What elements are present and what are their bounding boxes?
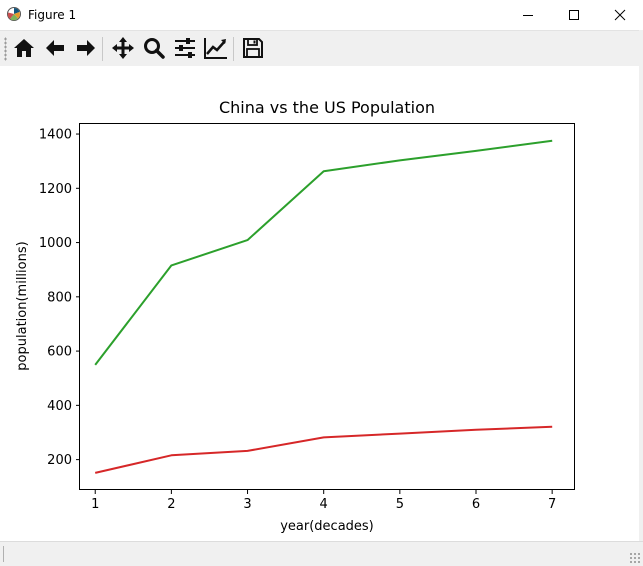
- toolbar-separator: [102, 37, 103, 61]
- maximize-icon: [569, 10, 579, 20]
- y-tick-label: 800: [47, 290, 72, 305]
- forward-button[interactable]: [72, 34, 99, 62]
- configure-subplots-button[interactable]: [171, 34, 198, 62]
- close-icon: [614, 9, 626, 21]
- toolbar-grip[interactable]: [4, 37, 7, 61]
- arrow-left-icon: [45, 40, 64, 56]
- line-chart: China vs the US Population 1 2 3 4 5 6 7 200 40…: [15, 98, 575, 534]
- x-tick-label: 6: [472, 497, 480, 512]
- x-axis: 1 2 3 4 5 6 7: [91, 490, 556, 512]
- chart-title: China vs the US Population: [219, 98, 435, 117]
- y-tick-label: 1000: [39, 236, 72, 251]
- x-tick-label: 5: [396, 497, 404, 512]
- sliders-icon: [174, 38, 195, 58]
- back-button[interactable]: [41, 34, 68, 62]
- minimize-button[interactable]: [505, 0, 551, 30]
- window-title: Figure 1: [28, 8, 77, 22]
- status-bar-grip: [3, 546, 6, 562]
- x-tick-label: 4: [320, 497, 328, 512]
- floppy-disk-icon: [242, 38, 263, 58]
- resize-grip[interactable]: [629, 552, 641, 564]
- minimize-icon: [523, 15, 533, 16]
- close-button[interactable]: [597, 0, 643, 30]
- y-axis-label: population(millions): [15, 241, 30, 370]
- edit-axis-button[interactable]: [202, 34, 229, 62]
- series-layer: [94, 139, 553, 474]
- save-button[interactable]: [239, 34, 266, 62]
- magnifier-icon: [143, 38, 165, 59]
- home-button[interactable]: [10, 34, 37, 62]
- line-chart-icon: [203, 38, 227, 59]
- y-axis: 200 400 600 800 1000 1200 1400: [39, 128, 80, 468]
- y-tick-label: 600: [47, 345, 72, 360]
- zoom-button[interactable]: [140, 34, 167, 62]
- title-bar: Figure 1: [0, 0, 643, 30]
- navigation-toolbar: [0, 30, 643, 67]
- y-tick-label: 400: [47, 399, 72, 414]
- x-axis-label: year(decades): [280, 519, 374, 534]
- x-tick-label: 1: [91, 497, 99, 512]
- window-right-edge: [639, 30, 643, 565]
- x-tick-label: 2: [167, 497, 175, 512]
- pan-button[interactable]: [109, 34, 136, 62]
- arrow-right-icon: [76, 40, 95, 56]
- series-line-2: [94, 425, 553, 474]
- move-arrows-icon: [111, 37, 134, 59]
- matplotlib-app-icon: [6, 6, 22, 22]
- home-icon: [13, 39, 34, 57]
- x-tick-label: 3: [243, 497, 251, 512]
- y-tick-label: 1200: [39, 182, 72, 197]
- x-tick-label: 7: [548, 497, 556, 512]
- status-bar: [0, 541, 643, 566]
- plot-area: [79, 123, 575, 490]
- y-tick-label: 1400: [39, 128, 72, 143]
- toolbar-separator: [233, 37, 234, 61]
- series-line-1: [94, 139, 553, 366]
- y-tick-label: 200: [47, 453, 72, 468]
- maximize-button[interactable]: [551, 0, 597, 30]
- figure-canvas[interactable]: China vs the US Population 1 2 3 4 5 6 7 200 40…: [0, 66, 643, 541]
